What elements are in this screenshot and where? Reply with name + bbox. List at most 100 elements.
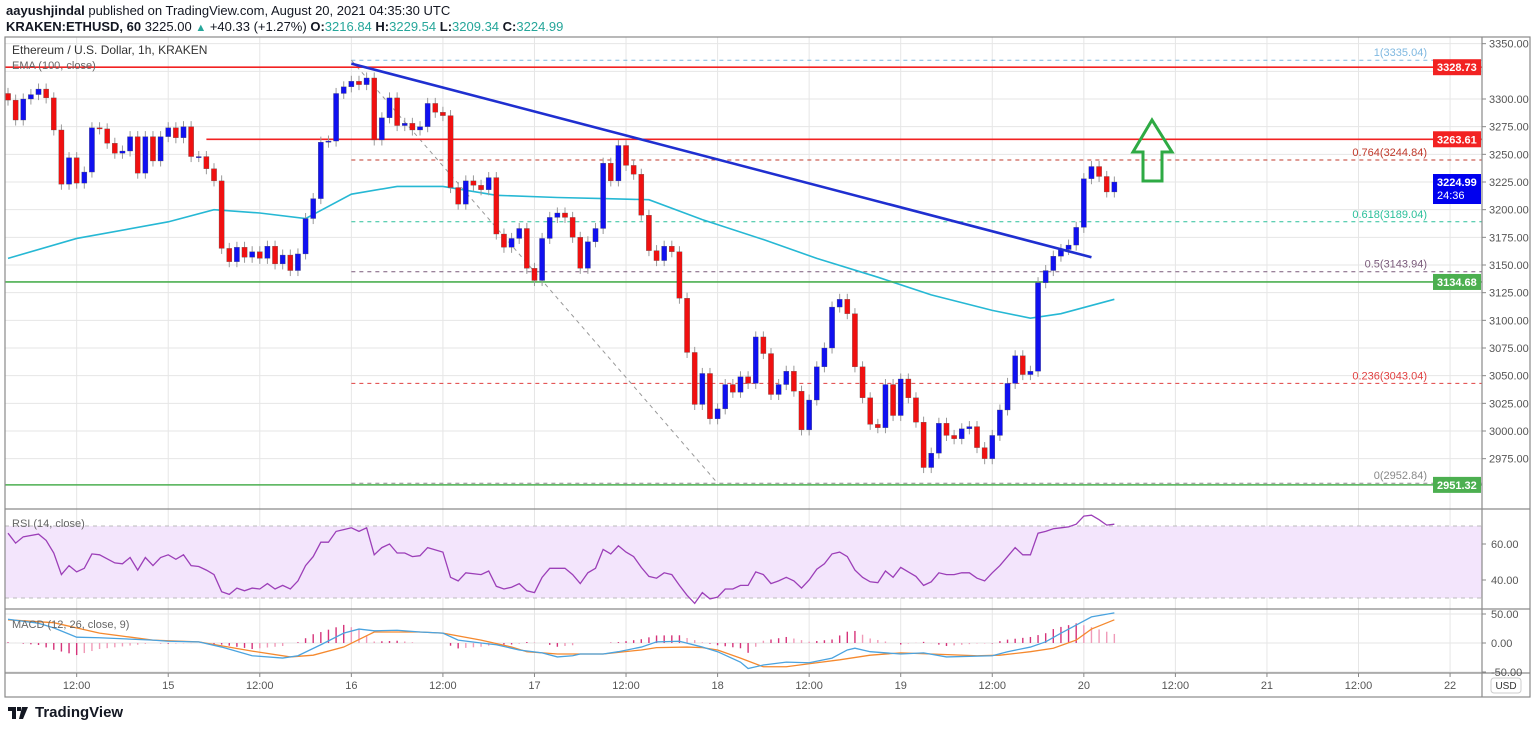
candle-body [783, 371, 790, 385]
candle [745, 371, 751, 389]
candle-body [638, 174, 645, 216]
fib-level-label: 1(3335.04) [1374, 47, 1427, 59]
candle-body [531, 268, 538, 281]
open-value: 3216.84 [324, 19, 372, 34]
candle [836, 293, 843, 313]
candle [600, 157, 606, 235]
candle-body [768, 353, 774, 395]
candle-body [585, 241, 591, 269]
candle-body [1073, 227, 1079, 246]
candle-body [409, 123, 416, 131]
candle [318, 136, 324, 205]
candle [20, 93, 27, 126]
candle [264, 240, 271, 264]
candle [508, 232, 515, 253]
price-tick-label: 3200.00 [1489, 205, 1529, 217]
candle-body [218, 180, 225, 249]
candle-body [966, 426, 973, 429]
candle-body [730, 384, 736, 393]
candle [814, 361, 820, 406]
resistance-top-price-tag [1433, 59, 1481, 76]
candle-body [600, 163, 606, 229]
candle-body [707, 373, 713, 419]
publish-text: published on TradingView.com, August 20,… [88, 3, 451, 18]
price-axis[interactable]: 2975.00 3000.00 3025.00 3050.00 3075.00 3100.… [1433, 39, 1529, 694]
candle-body [1088, 166, 1095, 179]
candle [897, 373, 904, 422]
time-tick-label: 12:00 [1162, 680, 1190, 692]
candle-body [959, 428, 965, 439]
price-tick-label: 3350.00 [1489, 39, 1529, 51]
candle-body [569, 217, 576, 238]
high-label: H: [375, 19, 390, 34]
candle-body [340, 86, 347, 94]
last-price-tag [1433, 174, 1481, 205]
candle-body [157, 136, 164, 162]
candle-body [1111, 181, 1118, 193]
candle-body [234, 247, 240, 262]
time-tick-label: 22 [1444, 680, 1456, 692]
candle-body [249, 251, 255, 258]
candle-body [920, 422, 927, 468]
candle [66, 152, 72, 190]
candle [768, 348, 774, 401]
price-tick-label: 3000.00 [1489, 426, 1529, 438]
resistance-mid-price-tag [1433, 131, 1481, 148]
price-tick-label: 3150.00 [1489, 260, 1529, 272]
candle-body [608, 163, 614, 182]
candle [676, 246, 683, 304]
macd-legend: MACD (12, 26, close, 9) [12, 619, 129, 631]
tradingview-logo[interactable]: TradingView [8, 704, 123, 721]
symbol-info: KRAKEN:ETHUSD, 60 3225.00 ▲ +40.33 (+1.2… [6, 19, 563, 34]
candle-body [676, 251, 683, 299]
candle [752, 331, 759, 389]
candle [12, 94, 19, 126]
candle [363, 72, 370, 91]
candle-body [1004, 383, 1011, 411]
candle-body [394, 97, 400, 126]
candle-body [287, 254, 294, 271]
candle-body [623, 145, 629, 166]
candle [89, 122, 95, 178]
candle-body [539, 238, 545, 281]
candle [58, 124, 65, 190]
author-name[interactable]: aayushjindal [6, 3, 85, 18]
price-tick-label: 3175.00 [1489, 232, 1529, 244]
candle-body [562, 212, 568, 218]
candle [546, 211, 553, 244]
candle-body [241, 247, 248, 258]
candle [1020, 350, 1026, 381]
candle-body [1081, 178, 1087, 228]
fib-level-label: 0.236(3043.04) [1352, 370, 1427, 382]
candle-body [546, 217, 553, 239]
candle-body [806, 399, 812, 431]
candle-body [188, 126, 194, 157]
candle-body [798, 391, 805, 431]
candle-body [592, 228, 599, 242]
fib-level-label: 0.618(3189.04) [1352, 209, 1427, 221]
candle-body [752, 336, 759, 384]
ema-legend: EMA (100, close) [12, 60, 96, 72]
currency-label: USD [1495, 681, 1516, 692]
candle-body [134, 136, 141, 174]
candle-body [478, 185, 484, 190]
candle [119, 145, 126, 159]
candle-body [66, 157, 72, 185]
candle [1042, 265, 1049, 289]
candle [112, 137, 118, 159]
bearish-trend-line[interactable] [351, 62, 1092, 259]
candle [165, 122, 171, 143]
candle [226, 242, 233, 268]
candle [1012, 350, 1018, 389]
price-tick-label: 3050.00 [1489, 371, 1529, 383]
candle [775, 378, 782, 401]
candle [257, 246, 263, 264]
candle-body [379, 117, 385, 141]
candle [722, 378, 728, 415]
candle-body [646, 215, 652, 251]
rsi-legend: RSI (14, close) [12, 518, 85, 530]
macd-tick-label: -50.00 [1491, 667, 1522, 679]
candle-body [1012, 355, 1018, 384]
time-axis[interactable]: 12:00 15 12:00 16 12:00 17 12:00 18 12:00 19 12:00… [63, 673, 1456, 692]
